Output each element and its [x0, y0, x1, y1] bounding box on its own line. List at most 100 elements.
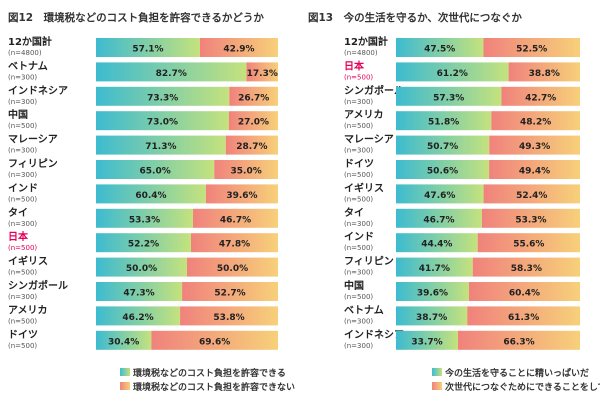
category-n-label: (n=300) — [8, 220, 37, 228]
category-label: ベトナム — [8, 60, 48, 72]
bar-segment-series-2 — [246, 62, 278, 82]
category-n-label: (n=500) — [8, 244, 37, 252]
category-n-label: (n=300) — [344, 269, 373, 277]
legend-fig13: 今の生活を守ることに精いっぱいだ 次世代につなぐためにできることをしている — [432, 365, 600, 393]
category-n-label: (n=500) — [344, 122, 373, 130]
data-label-series-2: 53.3% — [515, 215, 546, 225]
data-label-series-1: 65.0% — [140, 167, 171, 177]
data-label-series-1: 51.8% — [428, 118, 459, 128]
bar-segment-series-1 — [96, 135, 226, 155]
bar-segment-series-1 — [396, 111, 492, 131]
category-label: ベトナム — [344, 304, 384, 316]
data-label-series-2: 46.7% — [220, 215, 251, 225]
category-label: インド — [8, 182, 38, 194]
category-label: アメリカ — [8, 304, 48, 316]
bar-segment-series-1 — [96, 38, 200, 57]
legend-item-not-acceptable: 環境税などのコスト負担を許容できない — [120, 379, 295, 393]
category-label: シンガポール — [8, 279, 68, 292]
category-label: ドイツ — [8, 329, 38, 341]
bar-segment-series-2 — [477, 233, 580, 253]
data-label-series-1: 50.7% — [427, 142, 458, 152]
legend-item-acceptable: 環境税などのコスト負担を許容できる — [120, 365, 295, 379]
data-label-series-1: 30.4% — [108, 337, 139, 347]
bar-segment-series-1 — [96, 233, 192, 253]
bar-segment-series-1 — [396, 282, 469, 301]
data-label-series-1: 46.2% — [122, 313, 153, 323]
category-label: 12か国計 — [8, 35, 52, 48]
bar-segment-series-1 — [96, 282, 183, 301]
category-n-label: (n=500) — [344, 195, 373, 203]
data-label-series-1: 38.7% — [416, 313, 447, 323]
category-label: 日本 — [8, 230, 29, 243]
data-label-series-1: 57.1% — [132, 45, 163, 55]
category-label: フィリピン — [344, 256, 394, 268]
bar-segment-series-2 — [501, 86, 580, 106]
data-label-series-2: 38.8% — [529, 69, 560, 79]
category-n-label: (n=500) — [8, 342, 37, 350]
data-label-series-1: 71.3% — [145, 142, 176, 152]
category-label: アメリカ — [344, 109, 384, 121]
category-label: イギリス — [344, 181, 384, 194]
category-n-label: (n=300) — [344, 147, 373, 155]
bar-segment-series-1 — [96, 208, 194, 228]
category-label: マレーシア — [8, 134, 58, 146]
legend-swatch-acceptable — [120, 368, 130, 376]
data-label-series-2: 66.3% — [503, 337, 534, 347]
data-label-series-1: 46.7% — [423, 215, 454, 225]
data-label-series-1: 61.2% — [437, 69, 468, 79]
bar-segment-series-1 — [396, 257, 473, 277]
bar-segment-series-2 — [483, 38, 580, 57]
data-label-series-1: 73.0% — [147, 118, 178, 128]
bar-segment-series-2 — [191, 233, 278, 253]
data-label-series-2: 28.7% — [236, 142, 267, 152]
bar-segment-series-1 — [396, 233, 478, 253]
bar-segment-series-2 — [472, 257, 580, 277]
data-label-series-2: 53.8% — [213, 313, 244, 323]
category-label: タイ — [8, 207, 28, 219]
data-label-series-2: 52.4% — [516, 191, 547, 201]
data-label-series-2: 52.5% — [516, 45, 547, 55]
category-n-label: (n=500) — [8, 269, 37, 277]
bar-segment-series-2 — [229, 86, 278, 106]
data-label-series-1: 39.6% — [417, 289, 448, 299]
data-label-series-1: 44.4% — [421, 240, 452, 250]
data-label-series-1: 50.6% — [427, 167, 458, 177]
legend-item-protect-life: 今の生活を守ることに精いっぱいだ — [432, 365, 600, 379]
data-label-series-1: 47.5% — [424, 45, 455, 55]
bar-segment-series-1 — [396, 86, 502, 106]
bar-segment-series-1 — [396, 160, 490, 179]
legend-label-acceptable: 環境税などのコスト負担を許容できる — [133, 368, 286, 379]
bar-segment-series-2 — [214, 160, 278, 179]
data-label-series-1: 82.7% — [156, 69, 187, 79]
category-label: シンガポール — [344, 84, 404, 97]
category-n-label: (n=4800) — [8, 49, 42, 57]
bar-segment-series-2 — [228, 111, 278, 131]
data-label-series-1: 52.2% — [128, 240, 159, 250]
bar-segment-series-2 — [187, 257, 278, 277]
bar-segment-series-1 — [396, 184, 484, 204]
bar-segment-series-2 — [205, 184, 278, 204]
category-label: イギリス — [8, 255, 48, 268]
bar-segment-series-2 — [225, 135, 278, 155]
bar-segment-series-1 — [396, 38, 484, 57]
category-n-label: (n=500) — [8, 195, 37, 203]
data-label-series-1: 50.0% — [126, 264, 157, 274]
bar-segment-series-1 — [96, 62, 247, 82]
legend-label-not-acceptable: 環境税などのコスト負担を許容できない — [133, 382, 296, 393]
bar-segment-series-1 — [96, 86, 230, 106]
legend-fig12: 環境税などのコスト負担を許容できる 環境税などのコスト負担を許容できない — [120, 365, 295, 393]
category-n-label: (n=300) — [8, 98, 37, 106]
category-n-label: (n=300) — [344, 98, 373, 106]
legend-label-next-generation: 次世代につなぐためにできることをしている — [445, 382, 600, 393]
bar-segment-series-1 — [96, 160, 215, 179]
bar-segment-series-2 — [491, 111, 580, 131]
data-label-series-2: 48.2% — [520, 118, 551, 128]
chart-title-fig12: 図12 環境税などのコスト負担を許容できるかどうか — [8, 12, 264, 24]
category-n-label: (n=500) — [344, 73, 373, 81]
bar-segment-series-1 — [396, 135, 490, 155]
category-n-label: (n=300) — [8, 171, 37, 179]
category-n-label: (n=300) — [344, 220, 373, 228]
data-label-series-2: 69.6% — [199, 337, 230, 347]
bar-segment-series-2 — [182, 282, 278, 301]
